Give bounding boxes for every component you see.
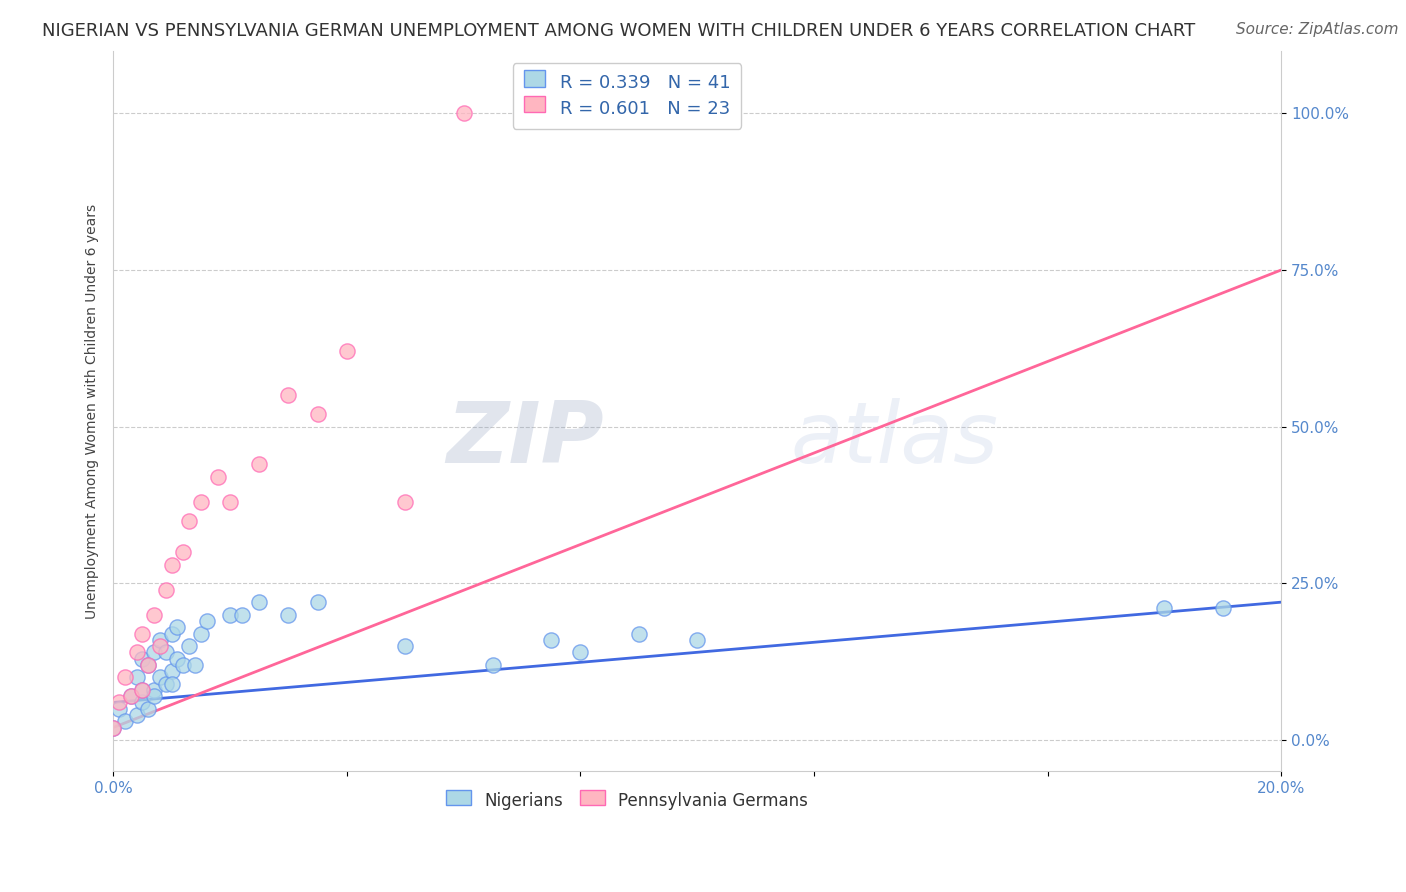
Point — [190, 495, 212, 509]
Point — [686, 632, 709, 647]
Point — [540, 632, 562, 647]
Point — [277, 388, 299, 402]
Text: Source: ZipAtlas.com: Source: ZipAtlas.com — [1236, 22, 1399, 37]
Point — [131, 682, 153, 697]
Point — [1212, 601, 1234, 615]
Point — [108, 695, 131, 709]
Point — [143, 682, 166, 697]
Point — [131, 651, 153, 665]
Point — [131, 695, 153, 709]
Point — [149, 670, 172, 684]
Point — [155, 582, 177, 597]
Point — [219, 607, 242, 622]
Point — [125, 708, 148, 723]
Point — [131, 626, 153, 640]
Point — [177, 639, 200, 653]
Point — [160, 676, 183, 690]
Point — [166, 651, 188, 665]
Point — [143, 645, 166, 659]
Point — [172, 545, 194, 559]
Point — [125, 670, 148, 684]
Point — [219, 495, 242, 509]
Point — [184, 657, 207, 672]
Point — [569, 645, 592, 659]
Y-axis label: Unemployment Among Women with Children Under 6 years: Unemployment Among Women with Children U… — [86, 203, 100, 618]
Point — [207, 470, 229, 484]
Point — [120, 689, 142, 703]
Point — [155, 676, 177, 690]
Point — [149, 639, 172, 653]
Point — [125, 645, 148, 659]
Point — [149, 632, 172, 647]
Point — [247, 595, 270, 609]
Point — [103, 721, 125, 735]
Point — [195, 614, 218, 628]
Point — [160, 626, 183, 640]
Point — [231, 607, 253, 622]
Point — [394, 639, 416, 653]
Text: NIGERIAN VS PENNSYLVANIA GERMAN UNEMPLOYMENT AMONG WOMEN WITH CHILDREN UNDER 6 Y: NIGERIAN VS PENNSYLVANIA GERMAN UNEMPLOY… — [42, 22, 1195, 40]
Text: atlas: atlas — [790, 399, 998, 482]
Point — [108, 702, 131, 716]
Point — [336, 344, 359, 359]
Legend: Nigerians, Pennsylvania Germans: Nigerians, Pennsylvania Germans — [440, 786, 814, 817]
Point — [136, 702, 159, 716]
Text: ZIP: ZIP — [446, 399, 603, 482]
Point — [120, 689, 142, 703]
Point — [155, 645, 177, 659]
Point — [136, 657, 159, 672]
Point — [114, 670, 136, 684]
Point — [394, 495, 416, 509]
Point — [166, 620, 188, 634]
Point — [627, 626, 650, 640]
Point — [307, 595, 329, 609]
Point — [136, 657, 159, 672]
Point — [160, 558, 183, 572]
Point — [114, 714, 136, 729]
Point — [160, 664, 183, 678]
Point — [453, 106, 475, 120]
Point — [481, 657, 503, 672]
Point — [247, 458, 270, 472]
Point — [131, 682, 153, 697]
Point — [177, 514, 200, 528]
Point — [307, 407, 329, 421]
Point — [143, 607, 166, 622]
Point — [143, 689, 166, 703]
Point — [1153, 601, 1175, 615]
Point — [172, 657, 194, 672]
Point — [103, 721, 125, 735]
Point — [190, 626, 212, 640]
Point — [277, 607, 299, 622]
